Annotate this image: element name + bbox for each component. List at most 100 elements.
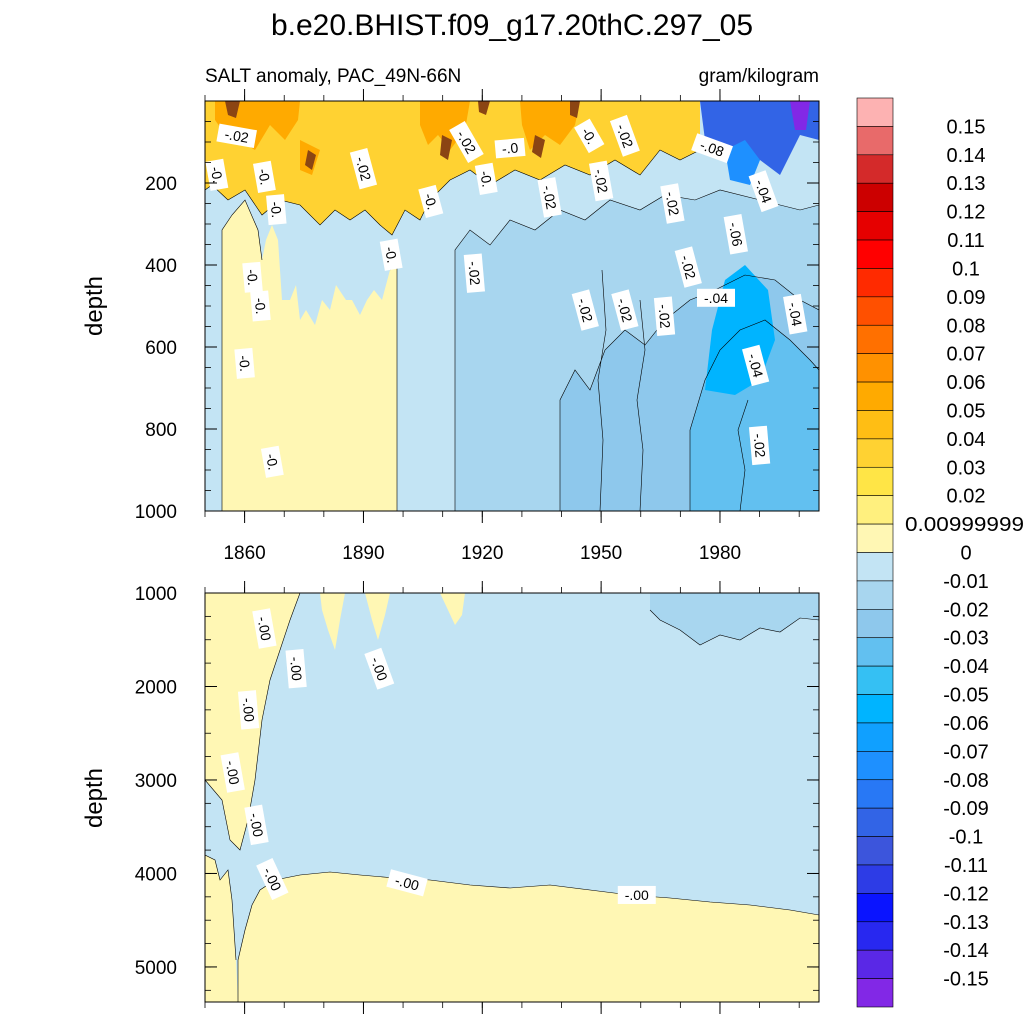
upper-x-tick-label: 1920 (461, 543, 503, 564)
colorbar-swatch (856, 864, 894, 894)
colorbar-label: -0.13 (943, 912, 989, 934)
upper-contour-label-bg (252, 160, 276, 193)
upper-contour-label-bg (449, 121, 484, 163)
upper-y-tick-label: 200 (145, 174, 177, 195)
lower-contour-label-bg (386, 869, 428, 897)
upper-contour-label-text: -0. (578, 125, 600, 147)
lower-contour-label-bg (285, 649, 307, 689)
upper-contour-label-text: -.02 (655, 304, 673, 330)
upper-contour-label: -.02 (571, 289, 599, 331)
upper-contour-label: -.04 (742, 344, 770, 387)
upper-contour-label: -0. (234, 347, 255, 379)
upper-contour-label-text: -.0 (501, 139, 519, 156)
upper-contour-label-text: -.02 (677, 253, 699, 281)
colorbar-swatch (856, 97, 894, 127)
upper-contour-label-bg (611, 289, 639, 331)
upper-contour-label: -.02 (537, 177, 562, 218)
upper-contour-label-bg (537, 177, 562, 218)
colorbar-label: -0.03 (943, 628, 989, 650)
lower-contour-lines (205, 593, 819, 1002)
upper-contour-label: -.04 (697, 288, 736, 307)
upper-contour-label: -.02 (609, 114, 640, 157)
upper-contour-label: -0. (266, 194, 287, 226)
colorbar-swatch (856, 296, 894, 326)
upper-contour-label: -0. (379, 238, 403, 271)
lower-contour-label-text: -.00 (368, 655, 391, 683)
colorbar-swatch (856, 949, 894, 979)
colorbar-label: 0.07 (947, 344, 986, 366)
lower-contour-label-text: -.00 (223, 759, 243, 786)
colorbar-swatch (856, 495, 894, 525)
upper-contour-label-text: -.02 (662, 190, 682, 217)
colorbar-swatch (856, 893, 894, 923)
upper-contour-label-text: -0. (421, 191, 441, 211)
upper-contour-label-text: -.02 (574, 296, 596, 324)
colorbar-swatch (856, 637, 894, 667)
upper-contour-label: -0. (252, 160, 276, 193)
colorbar-label: -0.1 (949, 827, 983, 849)
upper-panel-units: gram/kilogram (699, 66, 819, 87)
lower-contour-label-bg (256, 858, 289, 901)
upper-contour-label: -.06 (723, 213, 748, 255)
upper-contour-label: -0. (474, 162, 498, 195)
colorbar-swatch (856, 609, 894, 639)
upper-contour-label: -.02 (463, 253, 485, 293)
colorbar-label: 0.04 (947, 429, 986, 451)
colorbar-label: -0.07 (943, 741, 989, 763)
lower-left-positive-streaks (205, 593, 465, 1002)
colorbar-label: -0.06 (943, 713, 989, 735)
upper-contour-label-bg (588, 160, 614, 202)
upper-contour-label-text: -0. (382, 245, 401, 264)
lower-contour-label-bg (364, 647, 395, 690)
upper-contour-label: -.04 (783, 293, 808, 335)
upper-contour-label-text: -.02 (540, 184, 560, 211)
colorbar-swatch (856, 978, 894, 1008)
colorbar-swatch (856, 126, 894, 156)
colorbar-swatch (856, 268, 894, 298)
colorbar-swatch (856, 836, 894, 866)
figure-title: b.e20.BHIST.f09_g17.20thC.297_05 (271, 9, 753, 42)
upper-contour-label: -0. (242, 261, 263, 293)
colorbar-swatch (856, 751, 894, 781)
upper-contour-label: -0. (574, 118, 605, 154)
upper-y-axis-label: depth (81, 276, 108, 336)
lower-contour-label: -.00 (364, 647, 395, 690)
lower-bottom-positive-region (238, 872, 819, 1002)
lower-y-tick-label: 5000 (135, 958, 177, 979)
colorbar-swatch (856, 154, 894, 184)
upper-contour-label-bg (250, 290, 271, 322)
colorbar-swatch (856, 665, 894, 695)
upper-contour-label: -0. (260, 445, 284, 478)
upper-contour-label-text: -0. (252, 297, 269, 315)
lower-contour-label-text: -.00 (625, 887, 649, 903)
colorbar-label: -0.08 (943, 770, 989, 792)
lower-axes: 1000 2000 3000 4000 5000 (135, 581, 819, 1014)
upper-y-tick-label: 400 (145, 256, 177, 277)
colorbar-swatch (856, 324, 894, 354)
upper-contour-label-text: -.08 (698, 137, 726, 160)
upper-contour-label-text: -.04 (745, 352, 767, 380)
upper-contour-label-text: -0. (477, 169, 496, 188)
lower-y-tick-label: 3000 (135, 771, 177, 792)
colorbar-label: 0.06 (947, 372, 986, 394)
upper-contour-label-text: -.02 (353, 155, 375, 183)
upper-contour-label-text: -.02 (613, 122, 636, 150)
upper-contour-label: -.08 (691, 133, 733, 164)
lower-contour-label-text: -.00 (393, 872, 421, 894)
colorbar-label: 0.00999999 (905, 514, 1024, 536)
upper-y-tick-label: 1000 (135, 502, 177, 523)
lower-contour-label-bg (252, 608, 277, 649)
lower-contour-label-text: -.00 (287, 656, 305, 682)
colorbar-label: 0.14 (947, 145, 986, 167)
lower-y-tick-label: 4000 (135, 864, 177, 885)
upper-contour-label-bg (748, 170, 779, 213)
upper-contour-label-bg (574, 118, 605, 154)
colorbar-swatch (856, 211, 894, 241)
lower-contour-label: -.00 (220, 752, 245, 793)
colorbar-swatch (856, 466, 894, 496)
upper-contour-label-bg (697, 288, 736, 307)
upper-contour-label-bg (234, 347, 255, 379)
colorbar-label: -0.14 (943, 940, 989, 962)
lower-contour-label: -.00 (237, 690, 260, 730)
colorbar-swatch (856, 580, 894, 610)
